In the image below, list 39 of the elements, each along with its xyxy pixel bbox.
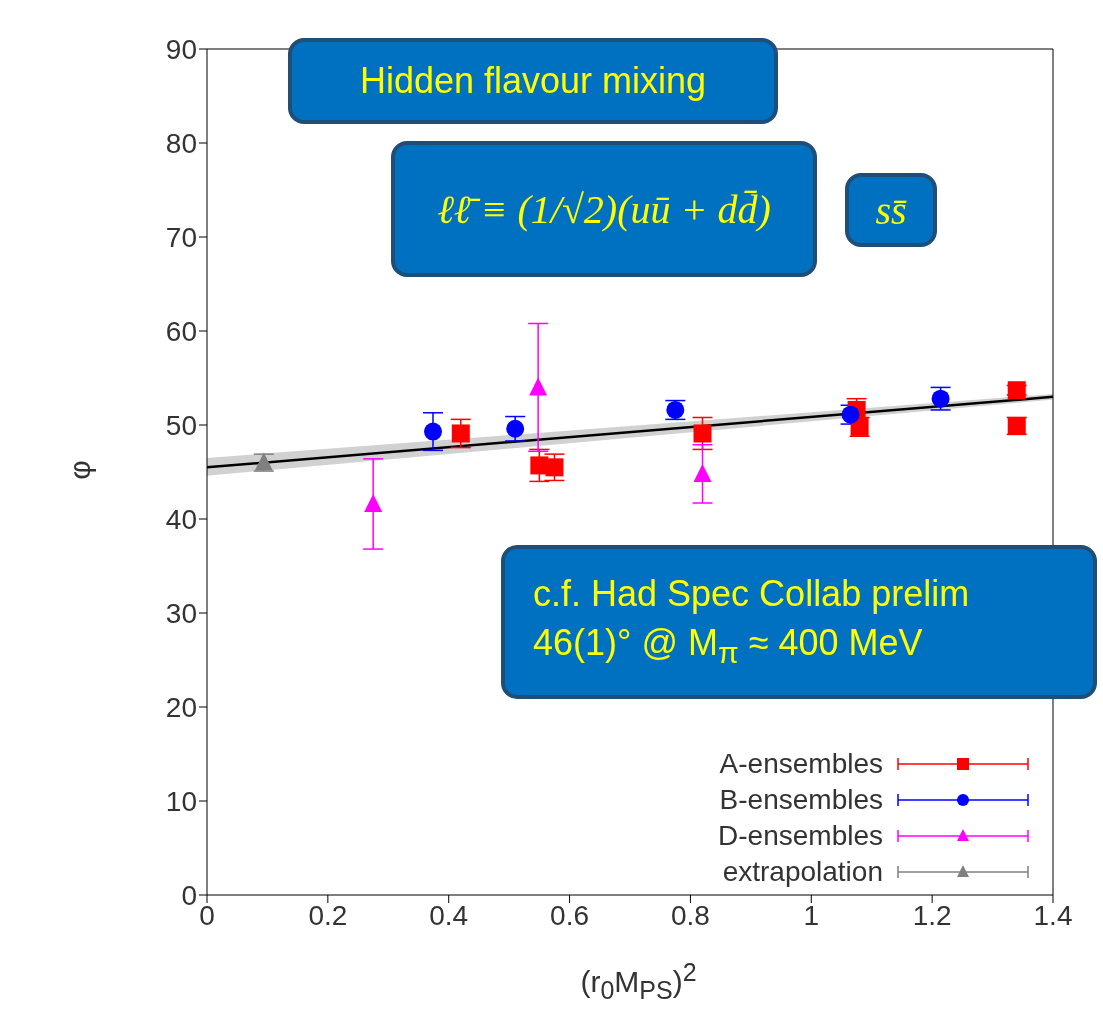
point [545, 458, 564, 477]
legend-label: D-ensembles [718, 820, 883, 852]
x-axis-title: (r$_{0}$M$_{PS}$)$^{2}$ [579, 958, 698, 1005]
y-tick-label: 0 [181, 879, 197, 911]
callout-box: ss̄ [845, 173, 937, 247]
legend-label: B-ensembles [719, 784, 883, 816]
annotation: ss̄ [875, 186, 907, 234]
callout-box: ℓℓ̄ ≡ (1/√2)(uū + dd̄) [391, 141, 817, 277]
x-tick-label: 0.6 [550, 899, 590, 931]
callout-box: c.f. Had Spec Collab prelim 46(1)° @ M$_{π}$ ≈ 400 MeV [501, 545, 1097, 699]
annotation: ℓℓ̄ ≡ (1/√2)(uū + dd̄) [437, 185, 771, 233]
y-tick-label: 60 [165, 315, 197, 347]
point [424, 422, 442, 441]
y-tick-label: 20 [165, 691, 197, 723]
point [1007, 381, 1026, 400]
x-tick-label: 0.2 [308, 899, 348, 931]
annotation: Hidden flavour mixing [359, 60, 707, 102]
y-tick-label: 30 [165, 597, 197, 629]
y-tick-label: 50 [165, 409, 197, 441]
x-tick-label: 0.4 [429, 899, 469, 931]
point [529, 377, 548, 396]
legend-label: extrapolation [722, 856, 883, 888]
x-tick-label: 0.8 [670, 899, 710, 931]
callout-box: Hidden flavour mixing [288, 38, 778, 124]
y-axis-title: φ [62, 460, 97, 480]
legend-label: A-ensembles [719, 748, 883, 780]
point [693, 424, 712, 443]
x-tick-label: 1.4 [1033, 899, 1073, 931]
y-tick-label: 80 [165, 127, 197, 159]
y-tick-label: 10 [165, 785, 197, 817]
y-tick-label: 70 [165, 221, 197, 253]
annotation: c.f. Had Spec Collab prelim 46(1)° @ M$_{π}$ ≈ 400 MeV [533, 572, 970, 672]
point [693, 463, 712, 482]
y-tick-label: 40 [165, 503, 197, 535]
y-tick-label: 90 [165, 33, 197, 65]
x-tick-label: 1 [803, 899, 820, 931]
point [364, 493, 383, 512]
point [451, 424, 470, 443]
x-tick-label: 1.2 [912, 899, 952, 931]
